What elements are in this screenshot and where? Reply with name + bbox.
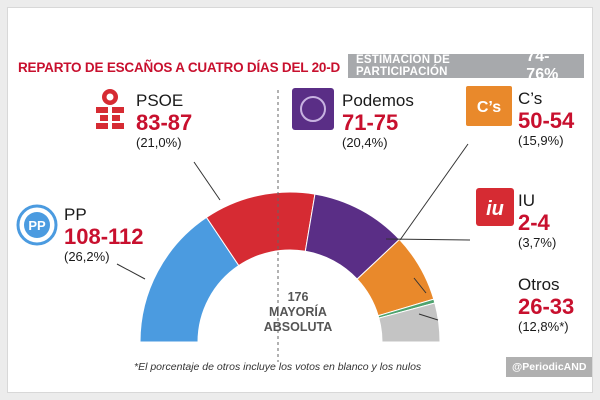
party-pct-cs: (15,9%) [518,133,564,148]
party-name-podemos: Podemos [342,91,414,110]
pp-logo-text: PP [28,218,46,233]
party-pct-psoe: (21,0%) [136,135,182,150]
participation-label: ESTIMACIÓN DE PARTICIPACIÓN [356,54,450,78]
iu-logo-icon: iu [476,188,514,231]
party-seats-iu: 2-4 [518,210,550,235]
party-seats-pp: 108-112 [64,224,144,249]
leader-line-cs [399,143,469,241]
infographic-card: REPARTO DE ESCAÑOS A CUATRO DÍAS DEL 20-… [8,8,592,392]
party-pp: PP 108-112 (26,2%) [64,206,144,265]
iu-logo-text: iu [486,198,504,220]
footnote: *El porcentaje de otros incluye los voto… [134,361,422,373]
party-name-psoe: PSOE [136,91,184,110]
parliament-chart [116,90,471,362]
leader-line-otros-2 [418,313,439,321]
party-iu: IU 2-4 (3,7%) [518,192,556,251]
party-psoe: PSOE 83-87 (21,0%) [136,92,192,151]
party-seats-psoe: 83-87 [136,110,193,135]
party-name-pp: PP [64,205,87,224]
chart-title: REPARTO DE ESCAÑOS A CUATRO DÍAS DEL 20-… [18,60,341,75]
party-seats-podemos: 71-75 [342,110,399,135]
cs-logo-text: C’s [477,99,501,116]
party-podemos: Podemos 71-75 (20,4%) [342,92,414,151]
arc-segment-otros [378,302,441,343]
party-name-iu: IU [518,191,535,210]
leader-line-otros [413,277,427,294]
party-otros: Otros 26-33 (12,8%*) [518,276,574,335]
party-pct-otros: (12,8%*) [518,319,569,334]
leader-line-psoe [193,161,221,201]
participation-banner: ESTIMACIÓN DE PARTICIPACIÓN 74-76% [348,48,584,83]
parliament-arcs [139,191,441,343]
pp-seagull-icon: PP [16,204,58,251]
majority-line1: MAYORÍA [269,305,327,319]
party-name-cs: C’s [518,89,543,108]
party-pct-pp: (26,2%) [64,249,110,264]
podemos-circle-icon [292,88,334,135]
majority-line2: ABSOLUTA [263,320,333,334]
party-pct-podemos: (20,4%) [342,135,388,150]
party-seats-otros: 26-33 [518,294,575,319]
leader-line-pp [116,263,146,280]
leader-line-iu [385,238,471,241]
majority-number: 176 [287,290,309,304]
cs-logo-icon: C’s [466,86,512,131]
majority-label: 176 MAYORÍA ABSOLUTA [246,290,350,335]
twitter-handle: @PeriodicAND [506,357,592,377]
party-pct-iu: (3,7%) [518,235,557,250]
party-cs: C’s 50-54 (15,9%) [518,90,574,149]
participation-value: 74-76% [526,48,559,83]
leader-lines [116,90,471,362]
psoe-rose-icon [90,86,130,137]
party-seats-cs: 50-54 [518,108,575,133]
party-name-otros: Otros [518,275,560,294]
